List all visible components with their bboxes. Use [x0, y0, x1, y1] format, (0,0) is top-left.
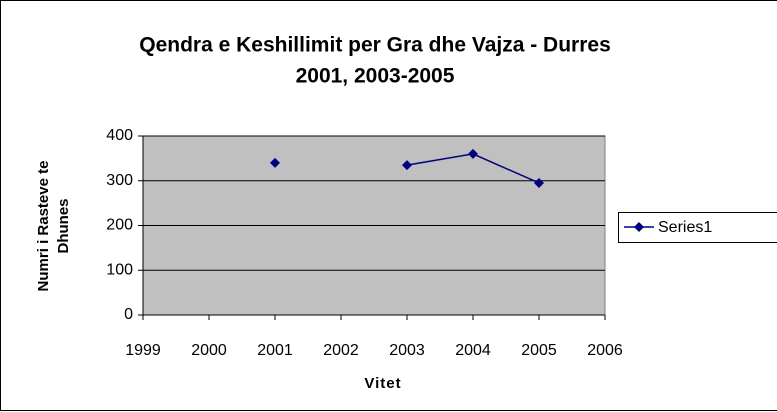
- data-point: [270, 157, 280, 168]
- x-tick-label: 2002: [323, 342, 359, 359]
- data-point: [534, 177, 544, 188]
- chart-title: Qendra e Keshillimit per Gra dhe Vajza -…: [139, 34, 611, 57]
- y-tick-label: 200: [106, 217, 133, 234]
- legend-marker: [634, 222, 644, 232]
- chart-subtitle: 2001, 2003-2005: [296, 65, 455, 88]
- y-tick-label: 300: [106, 172, 133, 189]
- x-tick-label: 2000: [191, 342, 227, 359]
- data-point: [402, 160, 412, 171]
- x-tick-label: 2005: [521, 342, 557, 359]
- y-axis-title: Numri i Rasteve te Dhunes: [35, 161, 72, 292]
- x-axis-title: Vitet: [364, 375, 401, 392]
- x-tick-label: 1999: [125, 342, 161, 359]
- y-tick-label: 0: [124, 306, 133, 323]
- x-tick-label: 2004: [455, 342, 491, 359]
- y-axis-title-line: Numri i Rasteve te: [35, 161, 52, 292]
- legend-label: Series1: [658, 219, 712, 236]
- y-axis-title-line: Dhunes: [55, 198, 72, 253]
- x-tick-label: 2001: [257, 342, 293, 359]
- y-tick-label: 100: [106, 261, 133, 278]
- x-tick-label: 2006: [587, 342, 623, 359]
- x-tick-label: 2003: [389, 342, 425, 359]
- y-tick-label: 400: [106, 127, 133, 144]
- data-point: [468, 148, 478, 159]
